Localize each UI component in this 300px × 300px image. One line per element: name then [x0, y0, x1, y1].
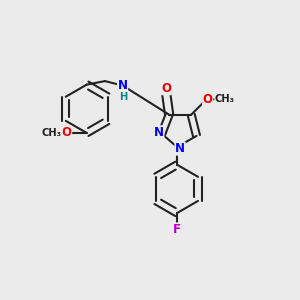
Text: CH₃: CH₃ — [215, 94, 235, 104]
Text: O: O — [161, 82, 171, 95]
Text: H: H — [119, 92, 128, 102]
Text: N: N — [154, 126, 164, 139]
Text: O: O — [203, 93, 213, 106]
Text: CH₃: CH₃ — [42, 128, 62, 138]
Text: F: F — [173, 223, 181, 236]
Text: N: N — [175, 142, 185, 155]
Text: N: N — [118, 79, 128, 92]
Text: O: O — [62, 126, 72, 140]
